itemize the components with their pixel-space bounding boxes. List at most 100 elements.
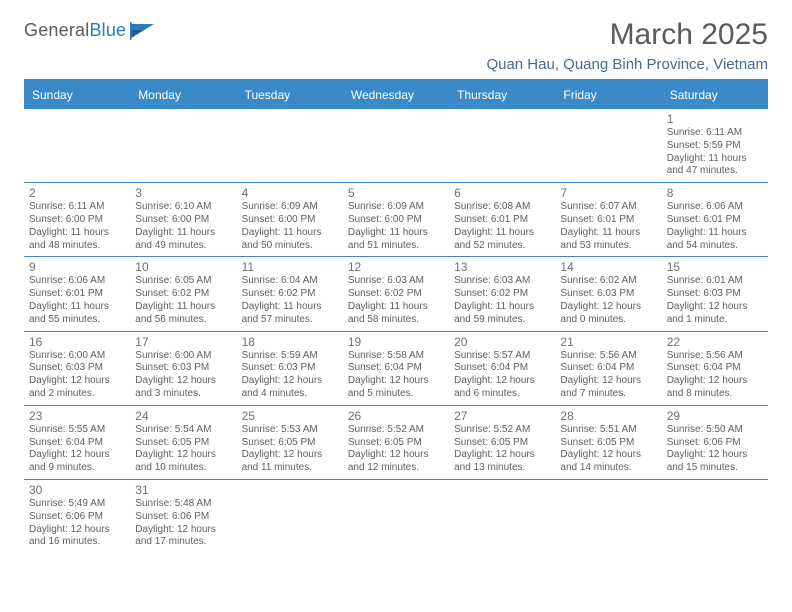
cell-line-dl1: Daylight: 12 hours xyxy=(135,524,231,537)
cell-line-dl2: and 10 minutes. xyxy=(135,462,231,475)
cell-line-ss: Sunset: 6:01 PM xyxy=(454,214,550,227)
cell-line-ss: Sunset: 6:01 PM xyxy=(667,214,763,227)
day-cell: 14Sunrise: 6:02 AMSunset: 6:03 PMDayligh… xyxy=(555,257,661,331)
cell-line-ss: Sunset: 6:00 PM xyxy=(29,214,125,227)
cell-line-dl1: Daylight: 12 hours xyxy=(667,449,763,462)
cell-line-dl2: and 8 minutes. xyxy=(667,388,763,401)
cell-line-dl1: Daylight: 12 hours xyxy=(348,375,444,388)
day-number: 13 xyxy=(454,260,550,274)
day-cell: 27Sunrise: 5:52 AMSunset: 6:05 PMDayligh… xyxy=(449,405,555,479)
dayheader-mon: Monday xyxy=(130,81,236,109)
cell-line-sr: Sunrise: 6:05 AM xyxy=(135,275,231,288)
day-cell: 5Sunrise: 6:09 AMSunset: 6:00 PMDaylight… xyxy=(343,183,449,257)
day-cell xyxy=(237,479,343,553)
day-cell: 8Sunrise: 6:06 AMSunset: 6:01 PMDaylight… xyxy=(662,183,768,257)
cell-line-sr: Sunrise: 5:56 AM xyxy=(667,350,763,363)
cell-line-dl1: Daylight: 12 hours xyxy=(454,375,550,388)
cell-line-ss: Sunset: 6:02 PM xyxy=(242,288,338,301)
cell-line-dl2: and 58 minutes. xyxy=(348,314,444,327)
cell-line-ss: Sunset: 6:04 PM xyxy=(454,362,550,375)
cell-line-dl2: and 48 minutes. xyxy=(29,240,125,253)
cell-line-sr: Sunrise: 6:06 AM xyxy=(667,201,763,214)
day-number: 30 xyxy=(29,483,125,497)
cell-line-dl1: Daylight: 12 hours xyxy=(242,375,338,388)
cell-line-dl2: and 14 minutes. xyxy=(560,462,656,475)
day-number: 12 xyxy=(348,260,444,274)
brand-name-b: Blue xyxy=(89,20,126,40)
cell-line-dl2: and 12 minutes. xyxy=(348,462,444,475)
cell-line-dl2: and 16 minutes. xyxy=(29,536,125,549)
cell-line-dl1: Daylight: 11 hours xyxy=(29,227,125,240)
day-cell xyxy=(662,479,768,553)
week-row: 9Sunrise: 6:06 AMSunset: 6:01 PMDaylight… xyxy=(24,257,768,331)
cell-line-sr: Sunrise: 5:51 AM xyxy=(560,424,656,437)
day-number: 19 xyxy=(348,335,444,349)
day-cell: 26Sunrise: 5:52 AMSunset: 6:05 PMDayligh… xyxy=(343,405,449,479)
day-number: 24 xyxy=(135,409,231,423)
day-cell: 29Sunrise: 5:50 AMSunset: 6:06 PMDayligh… xyxy=(662,405,768,479)
day-cell: 23Sunrise: 5:55 AMSunset: 6:04 PMDayligh… xyxy=(24,405,130,479)
cell-line-sr: Sunrise: 6:02 AM xyxy=(560,275,656,288)
day-cell xyxy=(343,109,449,183)
cell-line-dl1: Daylight: 12 hours xyxy=(348,449,444,462)
day-number: 20 xyxy=(454,335,550,349)
location-text: Quan Hau, Quang Binh Province, Vietnam xyxy=(486,56,768,73)
cell-line-ss: Sunset: 6:05 PM xyxy=(242,437,338,450)
cell-line-dl1: Daylight: 11 hours xyxy=(135,227,231,240)
day-number: 21 xyxy=(560,335,656,349)
day-number: 8 xyxy=(667,186,763,200)
day-cell: 16Sunrise: 6:00 AMSunset: 6:03 PMDayligh… xyxy=(24,331,130,405)
day-cell: 28Sunrise: 5:51 AMSunset: 6:05 PMDayligh… xyxy=(555,405,661,479)
day-cell: 6Sunrise: 6:08 AMSunset: 6:01 PMDaylight… xyxy=(449,183,555,257)
cell-line-dl1: Daylight: 11 hours xyxy=(560,227,656,240)
cell-line-dl1: Daylight: 11 hours xyxy=(454,301,550,314)
day-number: 7 xyxy=(560,186,656,200)
cell-line-ss: Sunset: 6:03 PM xyxy=(242,362,338,375)
day-number: 4 xyxy=(242,186,338,200)
day-cell: 18Sunrise: 5:59 AMSunset: 6:03 PMDayligh… xyxy=(237,331,343,405)
day-cell: 20Sunrise: 5:57 AMSunset: 6:04 PMDayligh… xyxy=(449,331,555,405)
cell-line-sr: Sunrise: 5:48 AM xyxy=(135,498,231,511)
cell-line-sr: Sunrise: 6:00 AM xyxy=(135,350,231,363)
cell-line-sr: Sunrise: 6:09 AM xyxy=(242,201,338,214)
day-cell: 24Sunrise: 5:54 AMSunset: 6:05 PMDayligh… xyxy=(130,405,236,479)
week-row: 30Sunrise: 5:49 AMSunset: 6:06 PMDayligh… xyxy=(24,479,768,553)
cell-line-sr: Sunrise: 5:59 AM xyxy=(242,350,338,363)
cell-line-dl2: and 54 minutes. xyxy=(667,240,763,253)
cell-line-dl1: Daylight: 12 hours xyxy=(560,449,656,462)
cell-line-sr: Sunrise: 5:58 AM xyxy=(348,350,444,363)
cell-line-dl1: Daylight: 11 hours xyxy=(454,227,550,240)
day-number: 10 xyxy=(135,260,231,274)
cell-line-sr: Sunrise: 5:52 AM xyxy=(454,424,550,437)
cell-line-ss: Sunset: 6:00 PM xyxy=(135,214,231,227)
week-row: 16Sunrise: 6:00 AMSunset: 6:03 PMDayligh… xyxy=(24,331,768,405)
day-cell: 4Sunrise: 6:09 AMSunset: 6:00 PMDaylight… xyxy=(237,183,343,257)
cell-line-dl2: and 50 minutes. xyxy=(242,240,338,253)
cell-line-sr: Sunrise: 5:50 AM xyxy=(667,424,763,437)
calendar-table: Sunday Monday Tuesday Wednesday Thursday… xyxy=(24,81,768,553)
cell-line-dl2: and 1 minute. xyxy=(667,314,763,327)
brand-logo: GeneralBlue xyxy=(24,20,156,41)
cell-line-dl1: Daylight: 11 hours xyxy=(135,301,231,314)
cell-line-dl1: Daylight: 12 hours xyxy=(560,301,656,314)
cell-line-ss: Sunset: 6:00 PM xyxy=(348,214,444,227)
cell-line-dl2: and 49 minutes. xyxy=(135,240,231,253)
cell-line-dl2: and 52 minutes. xyxy=(454,240,550,253)
day-number: 11 xyxy=(242,260,338,274)
cell-line-ss: Sunset: 6:05 PM xyxy=(560,437,656,450)
day-cell xyxy=(343,479,449,553)
cell-line-sr: Sunrise: 6:09 AM xyxy=(348,201,444,214)
cell-line-dl2: and 4 minutes. xyxy=(242,388,338,401)
cell-line-dl1: Daylight: 11 hours xyxy=(348,301,444,314)
day-number: 16 xyxy=(29,335,125,349)
cell-line-dl1: Daylight: 11 hours xyxy=(29,301,125,314)
cell-line-sr: Sunrise: 6:00 AM xyxy=(29,350,125,363)
cell-line-ss: Sunset: 6:02 PM xyxy=(454,288,550,301)
dayheader-wed: Wednesday xyxy=(343,81,449,109)
day-number: 2 xyxy=(29,186,125,200)
dayheader-sat: Saturday xyxy=(662,81,768,109)
day-header-row: Sunday Monday Tuesday Wednesday Thursday… xyxy=(24,81,768,109)
day-number: 17 xyxy=(135,335,231,349)
day-cell: 12Sunrise: 6:03 AMSunset: 6:02 PMDayligh… xyxy=(343,257,449,331)
title-block: March 2025 Quan Hau, Quang Binh Province… xyxy=(486,18,768,73)
